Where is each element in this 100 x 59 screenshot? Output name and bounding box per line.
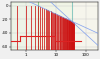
Bar xyxy=(72,2,98,50)
Bar xyxy=(38,2,72,50)
Bar xyxy=(11,2,38,50)
